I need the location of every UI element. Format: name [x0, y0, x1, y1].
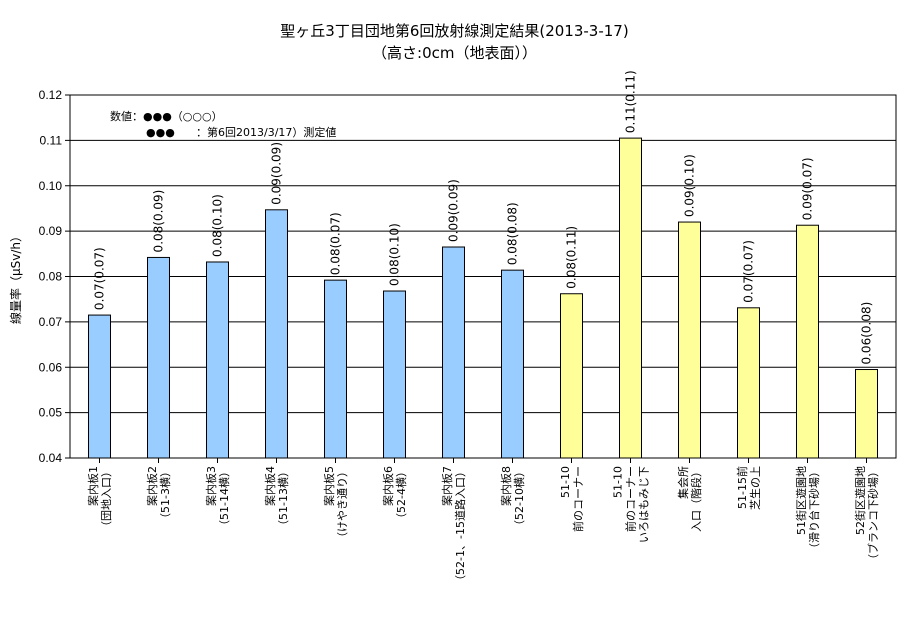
chart-title: 聖ヶ丘3丁目団地第6回放射線測定結果(2013-3-17): [280, 22, 629, 40]
bar: [383, 290, 406, 459]
category-label: （けやき通り）: [336, 466, 349, 543]
category-label: 前のコーナー: [571, 466, 585, 532]
data-label: 0.08(0.08): [506, 202, 520, 265]
bar: [678, 221, 701, 459]
data-label: 0.07(0.07): [742, 240, 756, 303]
category-label: 案内板1: [86, 466, 100, 506]
data-label: 0.08(0.10): [211, 194, 225, 257]
data-label: 0.08(0.09): [152, 190, 166, 253]
data-label: 0.09(0.07): [801, 157, 815, 220]
y-tick-label: 0.09: [39, 224, 63, 238]
category-label: 案内板4: [263, 466, 277, 506]
y-tick-label: 0.10: [39, 179, 63, 193]
legend-line-2-text: ：第6回2013/3/17）測定値: [196, 125, 336, 139]
category-label: （ブランコ下砂場）: [866, 466, 880, 565]
category-label: 案内板5: [322, 466, 336, 506]
y-tick-labels: 0.04 0.05 0.06 0.07 0.08 0.09 0.10 0.11 0.12: [39, 88, 63, 465]
bar: [796, 224, 819, 459]
category-label: 入口（階段）: [689, 466, 703, 532]
category-label: 前のコーナー: [624, 466, 638, 532]
data-label: 0.09(0.09): [270, 142, 284, 205]
y-tick-label: 0.08: [39, 270, 63, 284]
category-label: （51-14横）: [217, 466, 231, 531]
y-axis-label: 線量率（μSv/h）: [8, 230, 23, 324]
data-label: 0.09(0.10): [683, 154, 697, 217]
category-label: 案内板2: [145, 466, 159, 506]
legend-line-2-marks: ●●●: [146, 126, 175, 139]
data-label: 0.11(0.11): [624, 70, 638, 133]
bar: [147, 256, 170, 459]
data-label: 0.07(0.07): [93, 247, 107, 310]
y-tick-label: 0.12: [39, 88, 63, 102]
category-label: （52-1、-15道路入口）: [453, 466, 467, 586]
category-label: 案内板6: [381, 466, 395, 506]
category-label: （滑り台下砂場）: [807, 466, 821, 554]
data-label: 0.08(0.11): [565, 226, 579, 289]
data-label: 0.09(0.09): [447, 179, 461, 242]
category-label: （51-13横）: [276, 466, 290, 531]
category-label: 51街区遊園地: [794, 466, 808, 535]
category-label: 集会所: [676, 466, 690, 499]
category-label: 案内板3: [204, 466, 218, 506]
bar: [206, 261, 229, 459]
bar: [442, 246, 465, 459]
category-label: 案内板7: [440, 466, 454, 506]
data-label: 0.08(0.07): [329, 212, 343, 275]
legend: 数値：●●●（○○○） ●●● ：第6回2013/3/17）測定値: [110, 110, 336, 139]
category-label: 51-15前: [735, 466, 749, 509]
data-label: 0.08(0.10): [388, 223, 402, 286]
category-label: （52-4横）: [394, 466, 408, 524]
y-tick-label: 0.05: [39, 406, 63, 420]
category-label: 案内板8: [499, 466, 513, 506]
category-label: 51-10: [612, 466, 625, 498]
bar: [619, 137, 642, 459]
bar: [265, 209, 288, 459]
category-label: （52-10横）: [512, 466, 526, 531]
category-label: 芝生の上: [748, 466, 762, 510]
bar: [88, 314, 111, 459]
bar: [737, 307, 760, 459]
bar: [855, 369, 878, 459]
y-tick-label: 0.04: [39, 451, 63, 465]
chart-subtitle: （高さ:0cm（地表面））: [372, 44, 537, 62]
y-tick-label: 0.07: [39, 315, 63, 329]
category-label: （団地入口）: [100, 466, 113, 532]
gridlines: [65, 94, 896, 463]
data-labels: 0.07(0.07) 0.08(0.09) 0.08(0.10) 0.09(0.09)…: [93, 70, 874, 364]
legend-line-1: 数値：●●●（○○○）: [110, 110, 223, 123]
y-tick-label: 0.11: [40, 133, 63, 147]
category-labels: 案内板1 （団地入口） 案内板2 （51-3横） 案内板3 （51-14横） 案内板4 （51…: [86, 466, 880, 586]
bars: [88, 137, 878, 459]
category-label: 51-10: [559, 466, 572, 498]
bar: [324, 279, 347, 459]
bar: [560, 293, 583, 459]
category-label: 52街区遊園地: [853, 466, 867, 535]
category-label: いろはもみじ下: [638, 466, 651, 543]
data-label: 0.06(0.08): [860, 302, 874, 365]
y-tick-label: 0.06: [39, 360, 63, 374]
category-label: （51-3横）: [158, 466, 172, 524]
bar: [501, 269, 524, 459]
